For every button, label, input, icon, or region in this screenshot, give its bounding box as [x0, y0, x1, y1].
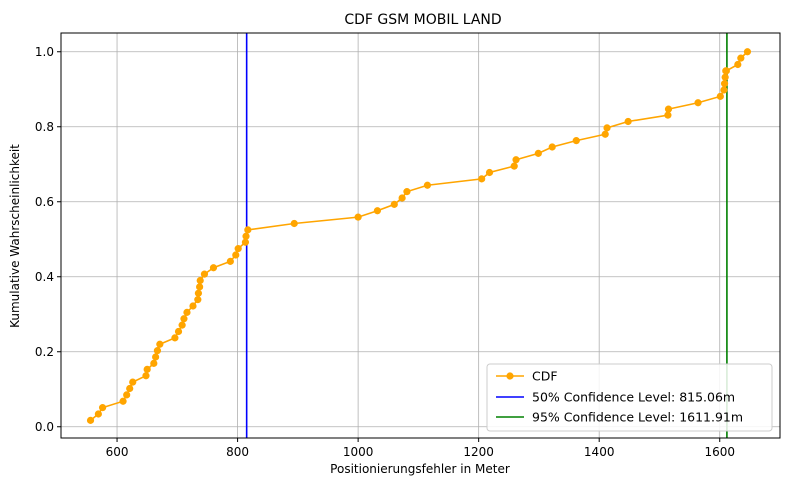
cdf-point: [743, 48, 752, 56]
cdf-point: [119, 397, 127, 405]
y-tick-label: 0.2: [35, 345, 54, 359]
cdf-point: [694, 99, 702, 107]
cdf-point: [664, 111, 672, 119]
y-axis-label: Kumulative Wahrscheinlichkeit: [8, 144, 22, 328]
legend-entry-50pct: 50% Confidence Level: 815.06m: [496, 390, 735, 405]
cdf-point: [232, 251, 240, 259]
cdf-point: [603, 124, 611, 132]
cdf-point: [178, 321, 186, 329]
cdf-point: [601, 130, 609, 138]
cdf-point: [720, 86, 728, 94]
cdf-point: [354, 213, 362, 221]
cdf-point: [86, 416, 95, 424]
cdf-point: [290, 219, 298, 228]
legend-entry-cdf: CDF: [496, 369, 558, 384]
cdf-point: [126, 384, 134, 393]
cdf-point: [720, 80, 729, 88]
cdf-point: [194, 296, 202, 304]
cdf-point: [123, 391, 131, 399]
cdf-point: [390, 200, 398, 208]
x-tick-label: 1000: [343, 445, 374, 459]
legend-entry-95pct: 95% Confidence Level: 1611.91m: [496, 410, 743, 425]
cdf-point: [398, 194, 406, 202]
cdf-point: [150, 359, 158, 367]
cdf-point: [534, 149, 542, 157]
x-tick-label: 1600: [704, 445, 735, 459]
legend-marker-cdf: [506, 372, 514, 380]
x-tick-label: 1400: [584, 445, 615, 459]
cdf-point: [200, 270, 209, 278]
cdf-point: [209, 264, 218, 272]
legend-label-50pct: 50% Confidence Level: 815.06m: [532, 390, 735, 405]
legend-label-cdf: CDF: [532, 369, 558, 384]
cdf-point: [94, 410, 102, 418]
cdf-point: [624, 117, 632, 126]
legend-label-95pct: 95% Confidence Level: 1611.91m: [532, 410, 743, 425]
cdf-point: [142, 372, 150, 380]
y-tick-label: 0.8: [35, 120, 54, 134]
cdf-point: [722, 67, 730, 75]
cdf-point: [189, 302, 197, 310]
legend-box: [486, 363, 773, 432]
cdf-point: [183, 308, 191, 316]
cdf-point: [196, 276, 204, 285]
cdf-point: [174, 327, 183, 336]
cdf-point: [737, 54, 745, 62]
cdf-point: [156, 340, 164, 348]
cdf-point: [241, 238, 250, 246]
cdf-point: [510, 162, 518, 170]
y-tick-label: 0.0: [35, 420, 54, 434]
x-tick-label: 800: [226, 445, 249, 459]
cdf-point: [512, 156, 520, 164]
x-tick-label: 600: [106, 445, 129, 459]
cdf-point: [423, 181, 432, 189]
cdf-point: [129, 378, 137, 386]
cdf-point: [373, 207, 382, 215]
cdf-point: [485, 168, 494, 177]
cdf-point: [98, 404, 107, 412]
y-tick-label: 0.6: [35, 195, 54, 209]
cdf-point: [234, 245, 242, 253]
cdf-point: [664, 105, 673, 113]
y-tick-label: 0.4: [35, 270, 54, 284]
y-tick-label: 1.0: [35, 45, 54, 59]
x-axis-label: Positionierungsfehler in Meter: [330, 462, 510, 476]
cdf-point: [242, 232, 250, 240]
x-tick-label: 1200: [463, 445, 494, 459]
cdf-point: [478, 175, 486, 183]
cdf-point: [152, 353, 160, 361]
cdf-point: [721, 73, 729, 81]
chart-title: CDF GSM MOBIL LAND: [344, 12, 501, 28]
cdf-point: [180, 315, 188, 323]
cdf-point: [716, 92, 724, 100]
cdf-series: [86, 48, 752, 424]
cdf-point: [548, 143, 556, 151]
cdf-point: [153, 347, 162, 355]
cdf-point: [403, 188, 411, 196]
y-axis-ticks: 0.0 0.2 0.4 0.6 0.8 1.0: [35, 45, 61, 434]
cdf-point: [572, 137, 580, 145]
cdf-point: [143, 365, 151, 373]
cdf-point: [244, 226, 252, 234]
x-axis-ticks: 600 800 1000 1200 1400 1600: [106, 438, 735, 459]
cdf-point: [171, 334, 179, 342]
cdf-point: [226, 257, 234, 265]
plot-frame: [60, 32, 781, 439]
legend: CDF 50% Confidence Level: 815.06m 95% Co…: [486, 363, 773, 432]
cdf-point: [734, 60, 742, 69]
cdf-point: [194, 289, 203, 297]
cdf-point: [196, 283, 204, 291]
